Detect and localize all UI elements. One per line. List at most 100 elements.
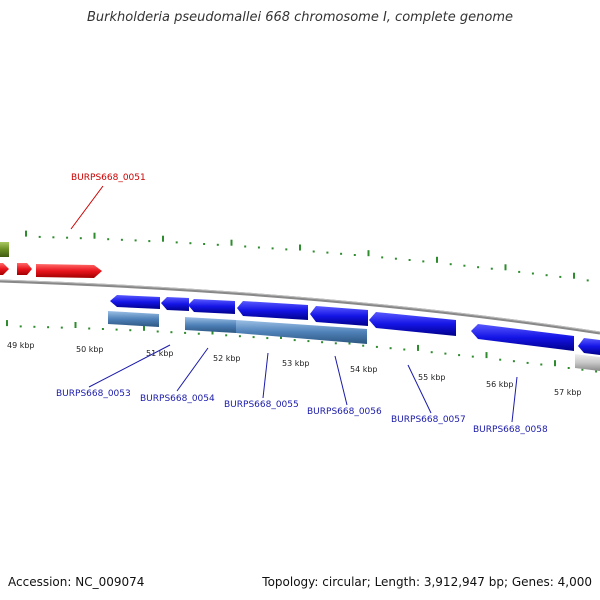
cds-block[interactable] bbox=[236, 320, 367, 344]
accession-value: NC_009074 bbox=[75, 575, 145, 589]
major-tick bbox=[573, 272, 575, 279]
major-tick bbox=[299, 244, 301, 251]
major-tick bbox=[485, 352, 488, 359]
gene-label-burps668-0051[interactable]: BURPS668_0051 bbox=[71, 173, 146, 183]
minor-tick bbox=[499, 358, 502, 361]
minor-tick bbox=[175, 241, 178, 244]
length-value: 3,912,947 bp bbox=[423, 575, 504, 589]
cds-block[interactable] bbox=[185, 317, 236, 333]
minor-tick bbox=[545, 274, 548, 277]
gene-label-burps668-0057[interactable]: BURPS668_0057 bbox=[391, 415, 466, 425]
minor-tick bbox=[197, 332, 200, 335]
major-tick bbox=[74, 322, 77, 328]
gene-label-burps668-0058[interactable]: BURPS668_0058 bbox=[473, 425, 548, 435]
minor-tick bbox=[47, 326, 50, 329]
tick-label: 52 kbp bbox=[213, 354, 241, 363]
minor-tick bbox=[307, 340, 310, 343]
minor-tick bbox=[293, 339, 296, 342]
minor-tick bbox=[334, 342, 337, 345]
forward-strand-track bbox=[0, 242, 102, 278]
genome-stats: Topology: circular; Length: 3,912,947 bp… bbox=[262, 575, 592, 589]
minor-tick bbox=[66, 236, 69, 239]
gene-label-burps668-0055[interactable]: BURPS668_0055 bbox=[224, 400, 299, 410]
minor-tick bbox=[52, 236, 55, 239]
leader-line bbox=[511, 376, 518, 423]
minor-tick bbox=[444, 352, 447, 355]
gene-arrow[interactable] bbox=[369, 312, 456, 336]
gene-arrow[interactable] bbox=[471, 324, 574, 351]
gene-arrow[interactable] bbox=[0, 263, 9, 275]
minor-tick bbox=[266, 337, 269, 340]
major-tick bbox=[143, 324, 145, 331]
minor-tick bbox=[518, 270, 521, 273]
minor-tick bbox=[353, 254, 356, 256]
minor-tick bbox=[581, 368, 584, 371]
minor-tick bbox=[271, 247, 274, 250]
minor-tick bbox=[19, 325, 22, 328]
major-tick bbox=[436, 256, 438, 263]
leader-line bbox=[262, 352, 269, 399]
minor-tick bbox=[203, 243, 206, 245]
gene-arrow[interactable] bbox=[0, 242, 9, 257]
accession-label: Accession: bbox=[8, 575, 72, 589]
gene-arrow[interactable] bbox=[310, 306, 368, 326]
minor-tick bbox=[326, 251, 329, 254]
minor-tick bbox=[225, 334, 228, 337]
inner-tick-ring bbox=[6, 320, 598, 373]
tick-label: 57 kbp bbox=[554, 388, 582, 397]
minor-tick bbox=[463, 264, 466, 267]
leader-line bbox=[70, 185, 104, 230]
minor-tick bbox=[389, 347, 392, 350]
minor-tick bbox=[394, 257, 397, 260]
genome-backbone bbox=[0, 279, 600, 335]
tick-label: 53 kbp bbox=[282, 359, 310, 368]
major-tick bbox=[417, 344, 419, 351]
minor-tick bbox=[540, 363, 543, 366]
gene-arrow[interactable] bbox=[161, 297, 189, 311]
gene-arrow[interactable] bbox=[237, 301, 308, 320]
major-tick bbox=[6, 320, 8, 327]
major-tick bbox=[162, 235, 164, 242]
minor-tick bbox=[216, 243, 219, 246]
gene-label-burps668-0053[interactable]: BURPS668_0053 bbox=[56, 389, 131, 399]
minor-tick bbox=[321, 341, 324, 344]
tick-label: 51 kbp bbox=[146, 349, 174, 358]
gene-arrow[interactable] bbox=[36, 264, 102, 278]
minor-tick bbox=[422, 260, 425, 263]
genes-value: 4,000 bbox=[557, 575, 592, 589]
cds-block[interactable] bbox=[575, 354, 600, 371]
topology-label: Topology: bbox=[262, 575, 319, 589]
tick-label: 49 kbp bbox=[7, 341, 35, 350]
gene-arrow[interactable] bbox=[17, 263, 32, 275]
tick-label: 56 kbp bbox=[486, 380, 514, 389]
minor-tick bbox=[38, 235, 41, 238]
minor-tick bbox=[408, 259, 411, 261]
minor-tick bbox=[403, 348, 406, 351]
minor-tick bbox=[381, 256, 384, 259]
minor-tick bbox=[134, 239, 137, 242]
minor-tick bbox=[512, 360, 515, 363]
major-tick bbox=[554, 360, 556, 367]
minor-tick bbox=[559, 275, 562, 278]
outer-tick-ring bbox=[25, 230, 589, 282]
minor-tick bbox=[312, 250, 315, 253]
gene-arrow[interactable] bbox=[110, 295, 160, 309]
major-tick bbox=[93, 232, 96, 239]
gene-arrow[interactable] bbox=[578, 338, 600, 355]
cds-block[interactable] bbox=[108, 311, 159, 327]
gene-labels: BURPS668_0051 BURPS668_0053 BURPS668_005… bbox=[56, 173, 548, 435]
minor-tick bbox=[60, 326, 63, 329]
minor-tick bbox=[120, 238, 123, 241]
gene-label-burps668-0056[interactable]: BURPS668_0056 bbox=[307, 407, 382, 417]
gene-arrow[interactable] bbox=[188, 299, 235, 314]
separator: ; bbox=[503, 575, 509, 589]
minor-tick bbox=[340, 252, 343, 255]
minor-tick bbox=[458, 354, 461, 357]
major-tick bbox=[230, 239, 233, 246]
minor-tick bbox=[238, 335, 241, 338]
gene-label-burps668-0054[interactable]: BURPS668_0054 bbox=[140, 394, 215, 404]
tick-label: 55 kbp bbox=[418, 373, 446, 382]
length-label: Length: bbox=[374, 575, 421, 589]
tick-label: 50 kbp bbox=[76, 345, 104, 354]
major-tick bbox=[367, 250, 370, 257]
